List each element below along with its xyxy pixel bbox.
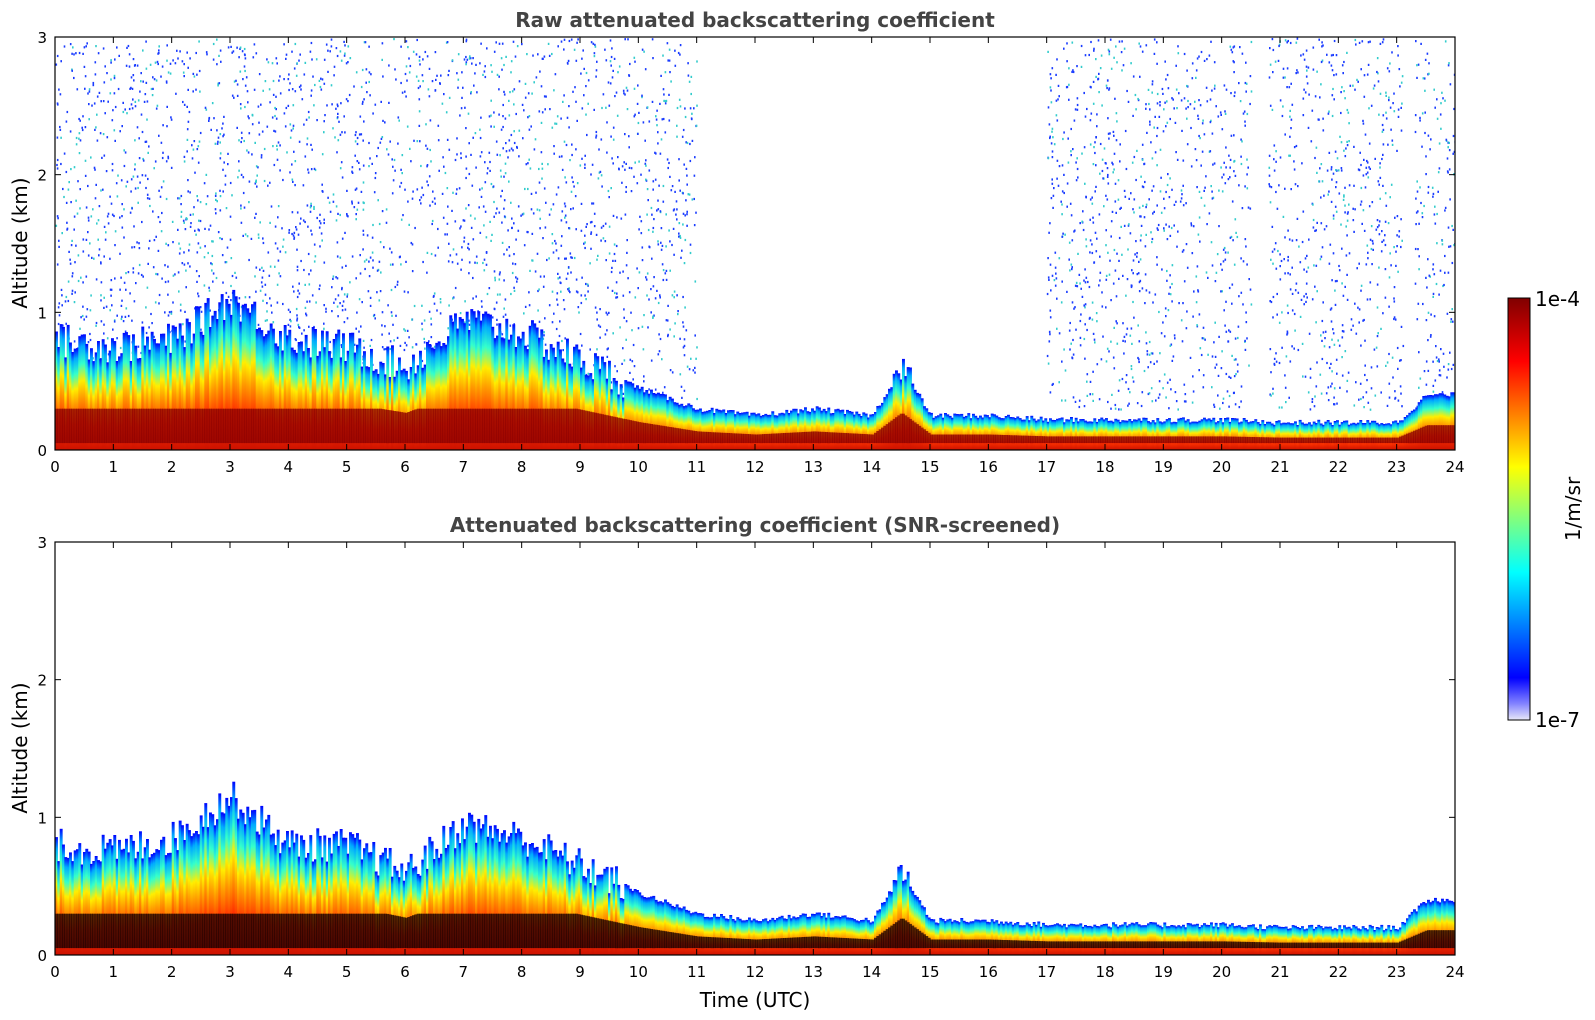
- x-tick-label: 11: [687, 963, 706, 981]
- aerosol-core: [55, 913, 1455, 949]
- x-tick-label: 21: [1270, 458, 1289, 476]
- x-tick-label: 16: [979, 963, 998, 981]
- x-tick-label: 15: [920, 963, 939, 981]
- colorbar-max-label: 1e-4: [1535, 287, 1580, 311]
- x-tick-label: 5: [342, 458, 352, 476]
- x-axis: 0 1 2 3 4 5 6 7 8 9 10 11 12 13 14 15 16 17 18 19 20 21 22 23 24: [50, 542, 1465, 981]
- raw-backscatter-panel: Raw attenuated backscattering coefficien…: [8, 8, 1465, 476]
- aerosol-layer: [55, 289, 1455, 450]
- x-tick-label: 11: [687, 458, 706, 476]
- x-tick-label: 10: [629, 963, 648, 981]
- y-tick-label: 1: [37, 809, 47, 827]
- x-tick-label: 4: [284, 963, 294, 981]
- x-tick-label: 0: [50, 963, 60, 981]
- x-tick-label: 22: [1329, 963, 1348, 981]
- x-tick-label: 20: [1212, 458, 1231, 476]
- colorbar-min-label: 1e-7: [1535, 708, 1580, 732]
- y-axis-label: Altitude (km): [8, 682, 32, 813]
- x-tick-label: 16: [979, 458, 998, 476]
- plot-area: [55, 37, 1455, 450]
- colorbar-label: 1/m/sr: [1561, 476, 1585, 541]
- x-tick-label: 6: [400, 963, 410, 981]
- x-tick-label: 13: [804, 963, 823, 981]
- x-tick-label: 5: [342, 963, 352, 981]
- x-tick-label: 23: [1387, 458, 1406, 476]
- x-tick-label: 13: [804, 458, 823, 476]
- x-tick-label: 14: [862, 963, 881, 981]
- x-tick-label: 8: [517, 458, 527, 476]
- y-axis-label: Altitude (km): [8, 177, 32, 308]
- colorbar-gradient: [1507, 297, 1531, 721]
- x-axis-label: Time (UTC): [699, 988, 811, 1012]
- x-tick-label: 9: [575, 458, 585, 476]
- x-tick-label: 3: [225, 963, 235, 981]
- x-tick-label: 10: [629, 458, 648, 476]
- noise-speckles: [55, 37, 1455, 411]
- y-tick-label: 2: [37, 672, 47, 690]
- chart-title: Attenuated backscattering coefficient (S…: [450, 513, 1060, 537]
- y-axis: 0 1 2 3: [37, 29, 1455, 460]
- x-tick-label: 19: [1154, 963, 1173, 981]
- x-tick-label: 7: [459, 963, 469, 981]
- plot-area: [55, 781, 1455, 955]
- snr-screened-panel: Attenuated backscattering coefficient (S…: [8, 513, 1465, 1012]
- aerosol-layer: [55, 781, 1455, 955]
- y-axis: 0 1 2 3: [37, 534, 1455, 965]
- aerosol-core: [55, 408, 1455, 444]
- x-tick-label: 7: [459, 458, 469, 476]
- x-tick-label: 12: [745, 458, 764, 476]
- y-tick-label: 0: [37, 442, 47, 460]
- x-tick-label: 2: [167, 963, 177, 981]
- x-tick-label: 22: [1329, 458, 1348, 476]
- x-tick-label: 1: [109, 963, 119, 981]
- x-tick-label: 15: [920, 458, 939, 476]
- x-tick-label: 0: [50, 458, 60, 476]
- y-tick-label: 3: [37, 534, 47, 552]
- y-tick-label: 2: [37, 167, 47, 185]
- x-tick-label: 23: [1387, 963, 1406, 981]
- x-tick-label: 12: [745, 963, 764, 981]
- x-tick-label: 8: [517, 963, 527, 981]
- x-tick-label: 14: [862, 458, 881, 476]
- y-tick-label: 3: [37, 29, 47, 47]
- x-tick-label: 6: [400, 458, 410, 476]
- x-tick-label: 1: [109, 458, 119, 476]
- x-tick-label: 19: [1154, 458, 1173, 476]
- colorbar: 1e-4 1e-7 1/m/sr: [1507, 287, 1585, 732]
- x-tick-label: 18: [1095, 963, 1114, 981]
- x-tick-label: 18: [1095, 458, 1114, 476]
- y-tick-label: 1: [37, 304, 47, 322]
- x-tick-label: 3: [225, 458, 235, 476]
- x-tick-label: 24: [1445, 458, 1464, 476]
- chart-title: Raw attenuated backscattering coefficien…: [515, 8, 995, 32]
- x-tick-label: 20: [1212, 963, 1231, 981]
- x-tick-label: 17: [1037, 963, 1056, 981]
- x-axis: 0 1 2 3 4 5 6 7 8 9 10 11 12 13 14 15 16 17 18 19 20 21 22 23 24: [50, 37, 1465, 476]
- x-tick-label: 9: [575, 963, 585, 981]
- x-tick-label: 17: [1037, 458, 1056, 476]
- y-tick-label: 0: [37, 947, 47, 965]
- x-tick-label: 4: [284, 458, 294, 476]
- x-tick-label: 24: [1445, 963, 1464, 981]
- x-tick-label: 2: [167, 458, 177, 476]
- x-tick-label: 21: [1270, 963, 1289, 981]
